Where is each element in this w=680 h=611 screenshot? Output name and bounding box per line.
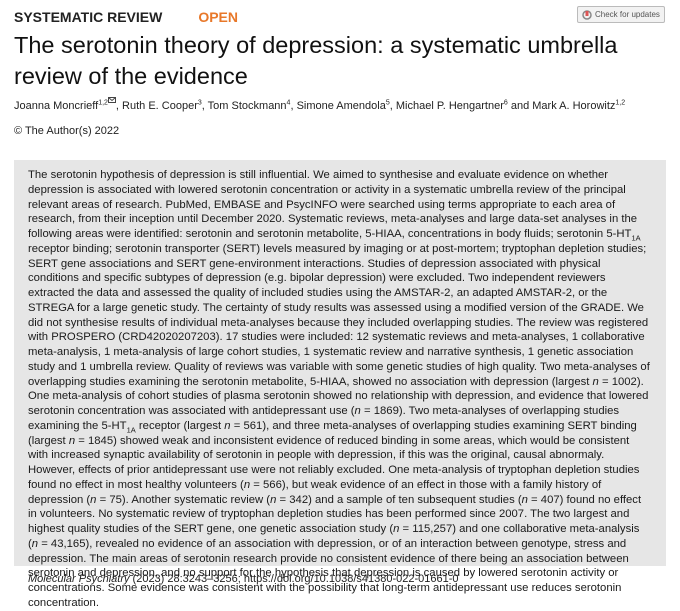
copyright: © The Author(s) 2022 [14, 125, 120, 137]
abstract: The serotonin hypothesis of depression i… [14, 160, 666, 609]
check-updates-button[interactable]: Check for updates [577, 6, 665, 23]
journal: Molecular Psychiatry [28, 573, 130, 585]
text: = 1002). One meta-analysis of cohort stu… [28, 375, 649, 418]
author: Joanna Moncrieff [14, 100, 99, 112]
author: , Michael P. Hengartner [389, 100, 504, 112]
text: = 43,165), revealed no evidence of an as… [28, 537, 629, 609]
button-label: Check for updates [595, 10, 660, 19]
italic: n [521, 493, 528, 506]
article-title: The serotonin theory of depression: a sy… [14, 32, 618, 89]
author: and Mark A. Horowitz [507, 100, 616, 112]
text: = 561), and three meta-analyses of overl… [28, 419, 637, 447]
email-icon[interactable] [107, 97, 116, 103]
citation: Molecular Psychiatry (2023) 28:3243–3256… [28, 573, 459, 585]
author: , Tom Stockmann [201, 100, 287, 112]
affiliation: 5 [385, 99, 390, 107]
affiliation: 1,2 [98, 99, 108, 107]
header: SYSTEMATIC REVIEW OPEN [14, 9, 238, 25]
author: , Simone Amendola [290, 100, 386, 112]
affiliation: 6 [503, 99, 508, 107]
author-list: Joanna Moncrieff1,2, Ruth E. Cooper3, To… [14, 97, 625, 112]
section-label: SYSTEMATIC REVIEW [14, 9, 163, 25]
italic: n [393, 523, 400, 535]
text: = 342) and a sample of ten subsequent st… [276, 493, 522, 506]
text: receptor (largest [135, 419, 225, 432]
text: = 75). Another systematic review ( [96, 493, 271, 506]
text: = 566), but weak evidence of an effect i… [28, 478, 602, 506]
open-access-label: OPEN [198, 9, 238, 25]
subscript: 1A [631, 233, 641, 243]
affiliation: 4 [286, 99, 291, 107]
affiliation: 1,2 [615, 99, 626, 107]
italic: n [224, 419, 231, 432]
italic: n [68, 434, 76, 447]
text: = 115,257) and one collaborative meta-an… [28, 523, 640, 550]
italic: n [90, 493, 97, 506]
update-icon [582, 9, 592, 20]
text: = 1869). Two meta-analyses of overlappin… [28, 405, 620, 432]
author: , Ruth E. Cooper [115, 100, 198, 112]
italic: n [354, 405, 361, 417]
subscript: 1A [126, 425, 136, 434]
italic: n [270, 493, 277, 506]
italic: n [31, 537, 39, 550]
text: The serotonin hypothesis of depression i… [28, 169, 638, 240]
italic: n [243, 478, 251, 491]
text: receptor binding; serotonin transporter … [28, 242, 650, 388]
affiliation: 3 [197, 99, 202, 107]
italic: n [592, 375, 599, 388]
citation-details[interactable]: (2023) 28:3243–3256; https://doi.org/10.… [129, 573, 459, 585]
text: = 407) found no effect in volunteers. No… [28, 493, 642, 536]
text: = 1845) showed weak and inconsistent evi… [28, 434, 640, 491]
